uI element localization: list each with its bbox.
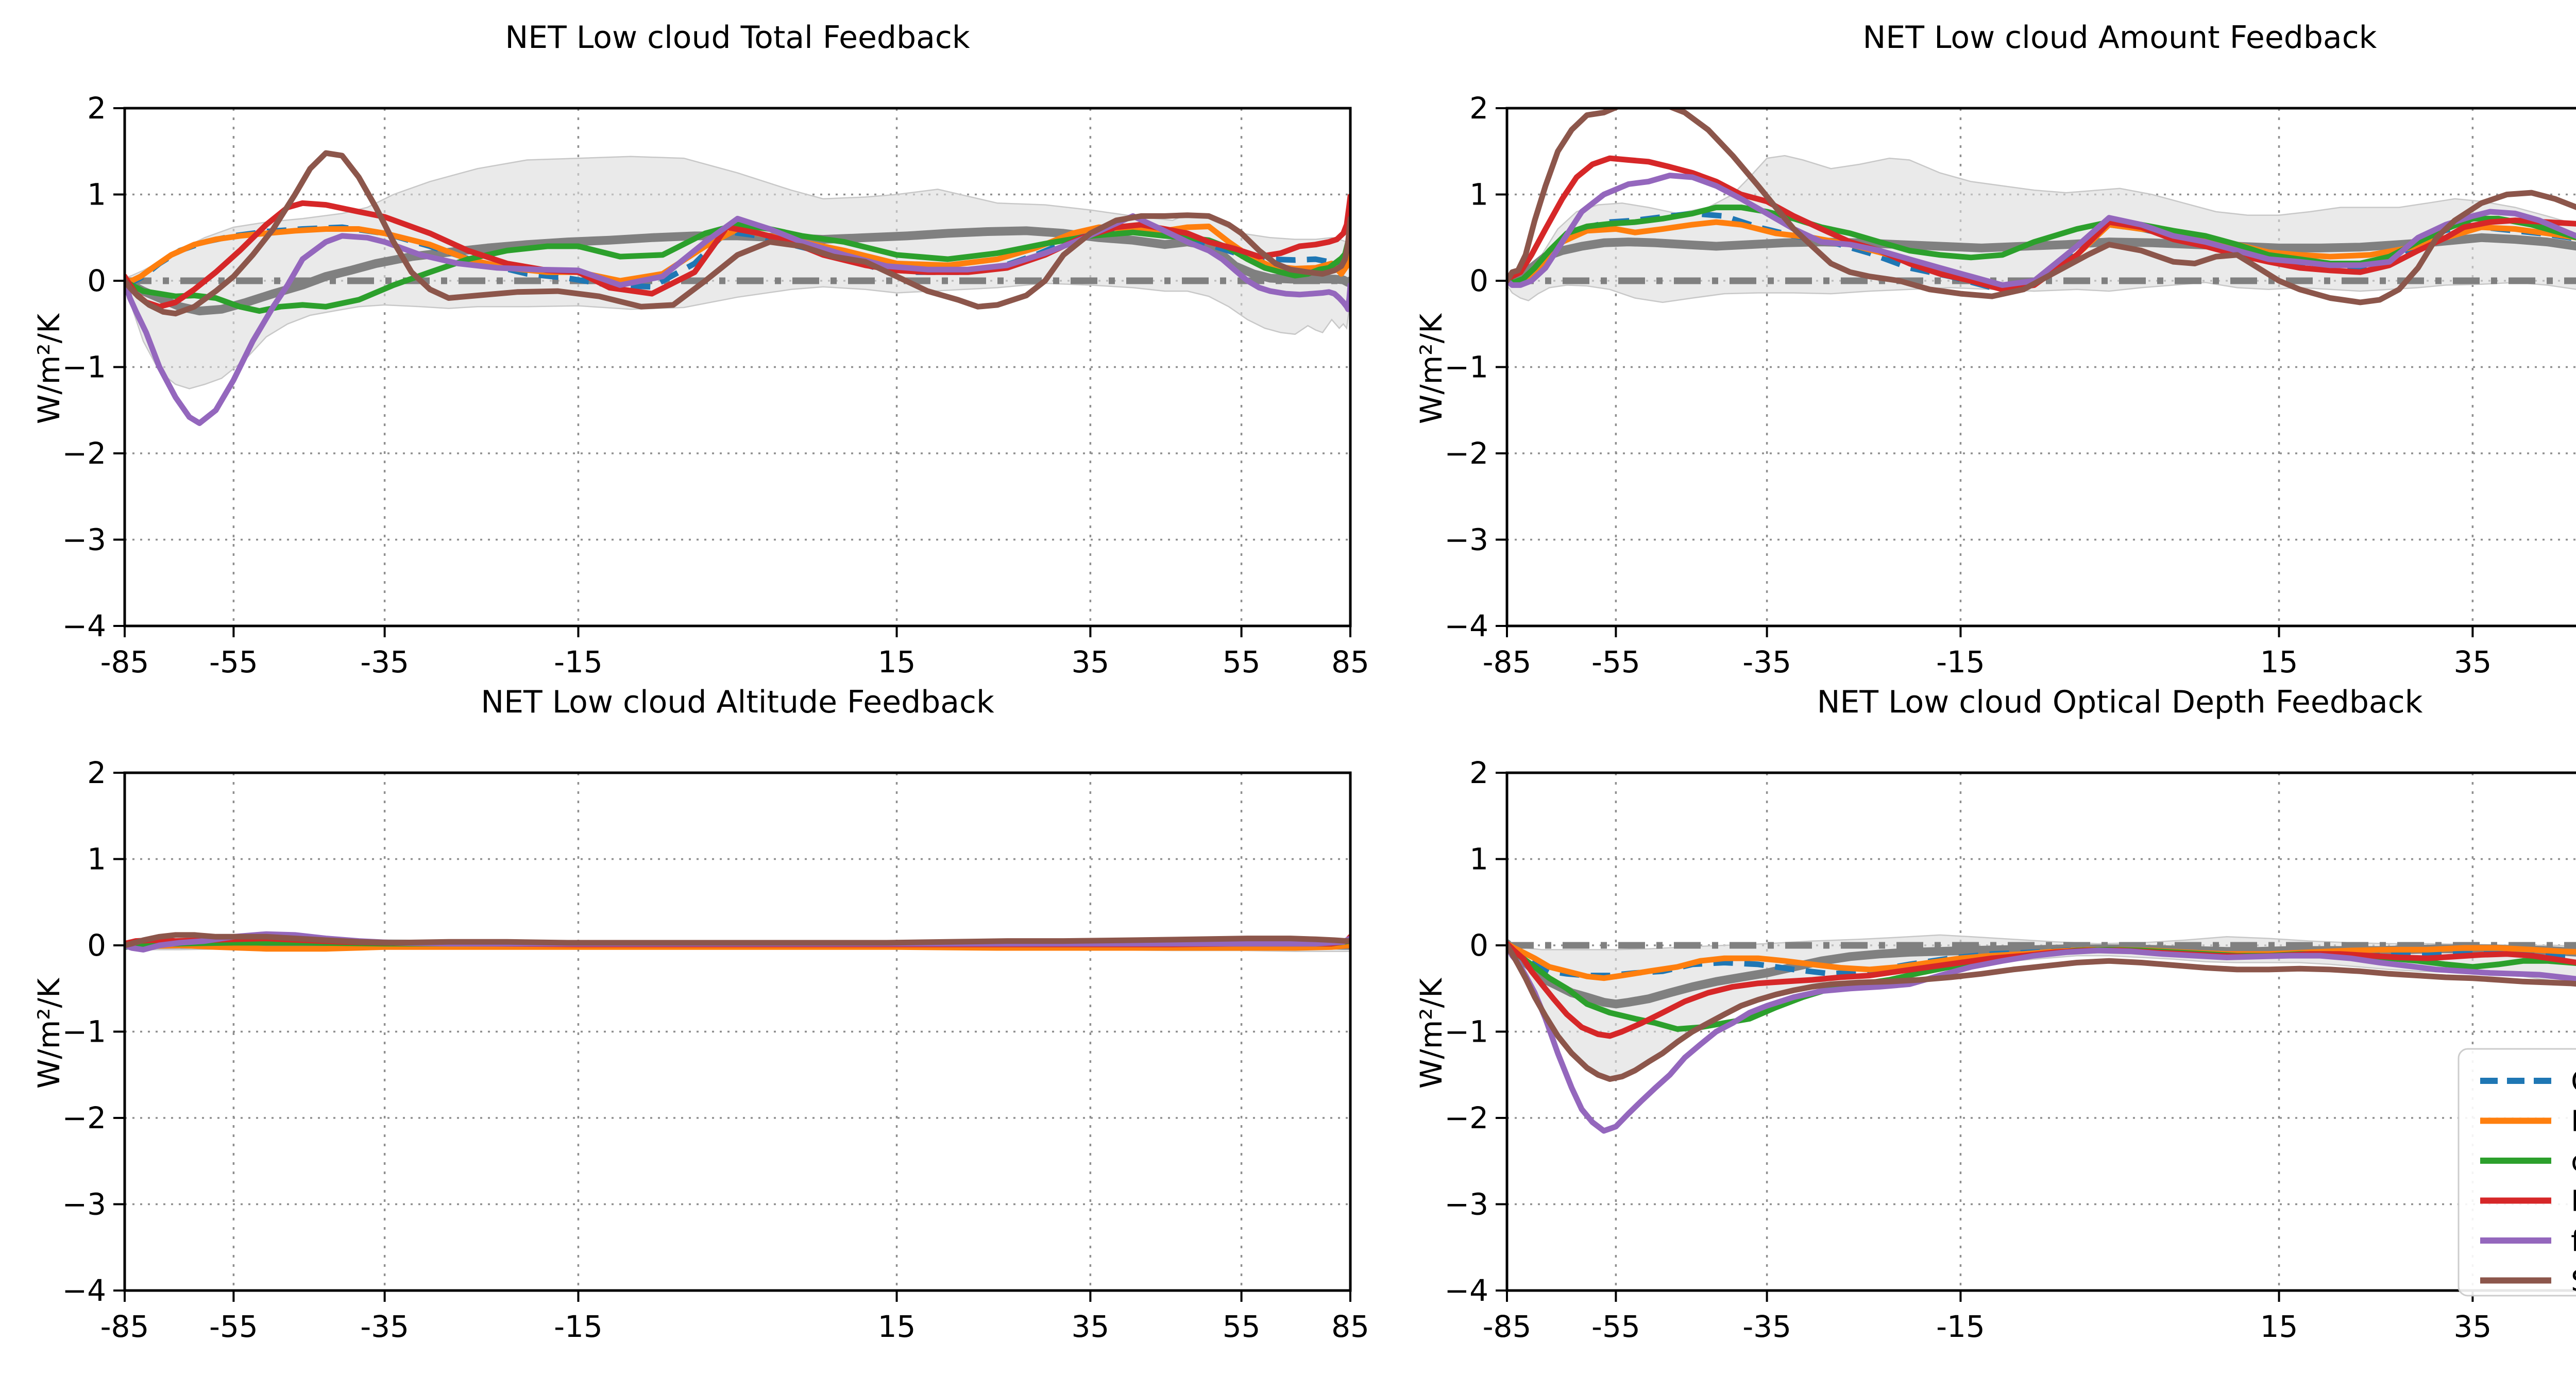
series-line-conv_trig — [1507, 205, 2576, 285]
svg-text:−1: −1 — [1445, 1014, 1489, 1049]
legend: CTL DCS_E3SM conv_trig M92 freez_cloud SIP — [2458, 1048, 2576, 1298]
y-axis-label: W/m²/K — [31, 978, 66, 1089]
svg-text:−2: −2 — [1445, 1100, 1489, 1135]
panel-title-amount: NET Low cloud Amount Feedback — [1862, 20, 2377, 56]
svg-text:−1: −1 — [1445, 350, 1489, 385]
svg-text:-15: -15 — [1936, 1309, 1985, 1344]
series-line-freez_cloud — [1507, 942, 2576, 1134]
panel-title-optical-depth: NET Low cloud Optical Depth Feedback — [1817, 684, 2423, 720]
svg-text:-35: -35 — [1742, 1309, 1791, 1344]
chart-panel-2: 2 1 0 −1 −2 −3 −4-85 -55 -35 -15 15 35 55 85 — [62, 755, 1369, 1344]
svg-text:-85: -85 — [100, 1309, 149, 1344]
svg-text:−1: −1 — [62, 350, 107, 385]
legend-label-DCS_E3SM: DCS_E3SM — [2571, 1105, 2576, 1139]
svg-text:−2: −2 — [62, 1100, 107, 1135]
svg-text:35: 35 — [1071, 1309, 1109, 1344]
svg-text:1: 1 — [1469, 177, 1488, 212]
svg-text:1: 1 — [1469, 842, 1488, 877]
svg-text:-15: -15 — [554, 644, 603, 680]
svg-text:-35: -35 — [360, 1309, 409, 1344]
svg-text:−3: −3 — [1445, 1187, 1489, 1222]
svg-text:-85: -85 — [100, 644, 149, 680]
svg-text:35: 35 — [1071, 644, 1109, 680]
legend-label-freez_cloud: freez_cloud — [2571, 1225, 2576, 1258]
svg-text:−4: −4 — [62, 608, 107, 643]
svg-text:0: 0 — [1469, 263, 1488, 298]
series-line-freez_cloud — [125, 213, 1350, 426]
svg-text:15: 15 — [2260, 644, 2298, 680]
svg-text:-35: -35 — [1742, 644, 1791, 680]
svg-text:2: 2 — [87, 755, 106, 790]
series-line-M92 — [125, 193, 1350, 310]
svg-text:-55: -55 — [1591, 1309, 1640, 1344]
svg-text:2: 2 — [1469, 755, 1488, 790]
y-axis-label: W/m²/K — [31, 313, 66, 425]
y-axis-label: W/m²/K — [1414, 978, 1449, 1089]
svg-text:-55: -55 — [209, 1309, 258, 1344]
y-axis-label: W/m²/K — [1414, 313, 1449, 425]
legend-box — [2458, 1048, 2576, 1297]
svg-text:1: 1 — [87, 842, 106, 877]
svg-text:−3: −3 — [1445, 522, 1489, 557]
svg-text:35: 35 — [2453, 644, 2492, 680]
svg-text:15: 15 — [878, 644, 916, 680]
series-line-ensemble_mean — [1507, 233, 2576, 285]
legend-label-CTL: CTL — [2571, 1065, 2576, 1098]
svg-text:−3: −3 — [62, 1187, 107, 1222]
svg-text:-15: -15 — [554, 1309, 603, 1344]
svg-text:0: 0 — [87, 263, 106, 298]
svg-text:-85: -85 — [1483, 644, 1532, 680]
svg-text:35: 35 — [2453, 1309, 2492, 1344]
series-line-freez_cloud — [1507, 173, 2576, 288]
svg-text:2: 2 — [87, 91, 106, 126]
tick-labels: 2 1 0 −1 −2 −3 −4-85 -55 -35 -15 15 35 55 85 — [62, 755, 1369, 1344]
legend-label-M92: M92 — [2571, 1185, 2576, 1218]
svg-text:-35: -35 — [360, 644, 409, 680]
plot-background — [125, 773, 1350, 1291]
series-line-SIP — [1507, 108, 2576, 305]
svg-text:−4: −4 — [1445, 608, 1489, 643]
chart-panel-0: 2 1 0 −1 −2 −3 −4-85 -55 -35 -15 15 35 55 85 — [62, 91, 1369, 680]
tick-labels: 2 1 0 −1 −2 −3 −4-85 -55 -35 -15 15 35 55 85 — [62, 91, 1369, 680]
svg-text:-15: -15 — [1936, 644, 1985, 680]
svg-text:−1: −1 — [62, 1014, 107, 1049]
series-line-SIP — [125, 932, 1350, 948]
svg-text:55: 55 — [1223, 1309, 1261, 1344]
panel-title-altitude: NET Low cloud Altitude Feedback — [481, 684, 994, 720]
svg-text:85: 85 — [1331, 644, 1369, 680]
svg-text:1: 1 — [87, 177, 106, 212]
svg-text:55: 55 — [1223, 644, 1261, 680]
svg-text:15: 15 — [878, 1309, 916, 1344]
svg-text:85: 85 — [1331, 1309, 1369, 1344]
legend-label-conv_trig: conv_trig — [2571, 1145, 2576, 1178]
svg-text:−4: −4 — [62, 1273, 107, 1308]
series-line-SIP — [1507, 942, 2576, 1082]
svg-text:15: 15 — [2260, 1309, 2298, 1344]
chart-panel-3: 210−1−2−3−4-85-55-35-1515355585CTLDCS_E3… — [1445, 755, 2576, 1344]
svg-text:0: 0 — [87, 928, 106, 963]
svg-text:−3: −3 — [62, 522, 107, 557]
svg-text:-55: -55 — [209, 644, 258, 680]
svg-text:-85: -85 — [1483, 1309, 1532, 1344]
legend-label-SIP: SIP — [2571, 1265, 2576, 1298]
svg-text:0: 0 — [1469, 928, 1488, 963]
svg-text:−2: −2 — [62, 436, 107, 471]
uncertainty-band — [125, 156, 1350, 389]
svg-text:-55: -55 — [1591, 644, 1640, 680]
svg-text:2: 2 — [1469, 91, 1488, 126]
svg-text:−4: −4 — [1445, 1273, 1489, 1308]
svg-text:−2: −2 — [1445, 436, 1489, 471]
panel-title-total: NET Low cloud Total Feedback — [505, 20, 970, 56]
series-line-SIP — [125, 150, 1350, 317]
